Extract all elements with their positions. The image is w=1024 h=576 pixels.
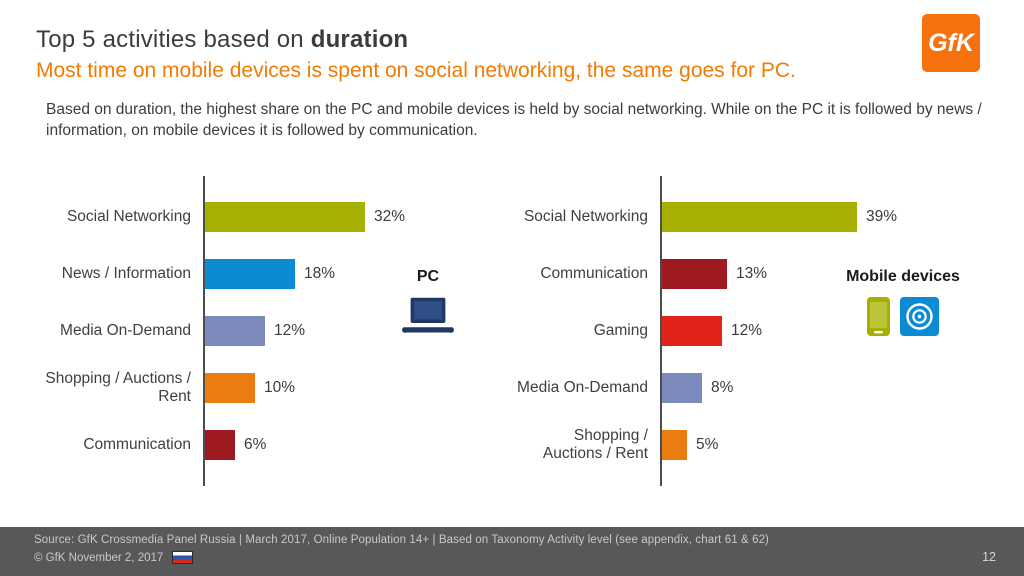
connected-device-icon [900,296,939,336]
bar-value-label: 32% [374,208,406,226]
bar-category-label: Gaming [593,322,648,340]
bar-value-label: 10% [264,379,296,397]
chart-mobile: Social Networking 39% Communication 13% Gami… [512,175,1000,486]
bar-category-label: Communication [540,265,648,283]
bar [662,259,727,290]
charts-area: Social Networking 32% News / Information 18… [0,175,1024,486]
bar-row: Social Networking 39% [512,189,1000,246]
smartphone-icon [867,296,890,336]
bar-value-label: 12% [274,322,306,340]
bar-track: 39% [660,202,1000,233]
bar [662,373,702,404]
gfk-logo-text: GfK [928,28,974,57]
bar-category-label: Communication [83,436,191,454]
bar-row: Social Networking 32% [24,189,512,246]
gfk-logo: GfK [922,14,980,72]
source-text: Source: GfK Crossmedia Panel Russia | Ma… [34,534,769,546]
page-title-bold: duration [310,26,409,53]
bar-category-label: Media On-Demand [60,322,191,340]
mobile-axis-line [660,175,662,486]
page-subtitle: Most time on mobile devices is spent on … [36,59,796,82]
mobile-icons [842,296,964,337]
bar-row: Shopping / Auctions / Rent 5% [512,417,1000,474]
bar [205,202,365,233]
bar-row: Gaming 12% [512,303,1000,360]
bar-category-label: News / Information [61,265,191,283]
bar-value-label: 5% [696,436,719,454]
bar-row: Media On-Demand 12% [24,303,512,360]
bar-track: 10% [203,373,512,404]
page-title-prefix: Top 5 activities based on [36,26,311,53]
bar-track: 12% [203,316,512,347]
bar-category-label: Social Networking [523,208,648,226]
bar-track: 5% [660,430,1000,461]
copyright-row: © GfK November 2, 2017 [34,551,994,564]
bar-row: Shopping / Auctions / Rent 10% [24,360,512,417]
laptop-icon [402,297,454,333]
page-title: Top 5 activities based on duration [36,26,1024,54]
copyright-text: © GfK November 2, 2017 [34,551,164,564]
bar-track: 18% [203,259,512,290]
bar-value-label: 12% [731,322,763,340]
pc-axis-line [203,175,205,486]
bar-category-label: Media On-Demand [517,379,648,397]
mobile-bar-rows: Social Networking 39% Communication 13% Gami… [512,189,1000,474]
bar [662,202,857,233]
bar-track: 13% [660,259,1000,290]
bar [662,316,722,347]
bar-category-label: Shopping / Auctions / Rent [45,370,191,406]
mobile-callout: Mobile devices [842,268,964,337]
chart-pc: Social Networking 32% News / Information 18… [24,175,512,486]
pc-icons [380,296,476,336]
bar-track: 8% [660,373,1000,404]
bar [205,373,255,404]
pc-label: PC [416,267,440,285]
footer: Source: GfK Crossmedia Panel Russia | Ma… [0,527,1024,576]
bar-value-label: 18% [304,265,336,283]
intro-text: Based on duration, the highest share on … [46,101,982,140]
russia-flag-icon [172,551,194,564]
page-number: 12 [982,550,996,564]
bar [205,430,235,461]
bar-row: Communication 13% [512,246,1000,303]
bar-value-label: 39% [866,208,898,226]
bar-track: 6% [203,430,512,461]
bar [205,316,265,347]
bar-value-label: 13% [736,265,768,283]
bar-value-label: 6% [244,436,267,454]
bar-value-label: 8% [711,379,734,397]
bar-category-label: Social Networking [66,208,191,226]
mobile-devices-label: Mobile devices [846,267,960,285]
pc-bar-rows: Social Networking 32% News / Information 18… [24,189,512,474]
bar-track: 32% [203,202,512,233]
pc-callout: PC [380,268,476,336]
header: Top 5 activities based on duration Most … [0,0,1024,83]
bar-row: News / Information 18% [24,246,512,303]
bar-category-label: Shopping / Auctions / Rent [542,427,648,463]
bar [662,430,687,461]
bar-track: 12% [660,316,1000,347]
bar [205,259,295,290]
bar-row: Communication 6% [24,417,512,474]
bar-row: Media On-Demand 8% [512,360,1000,417]
